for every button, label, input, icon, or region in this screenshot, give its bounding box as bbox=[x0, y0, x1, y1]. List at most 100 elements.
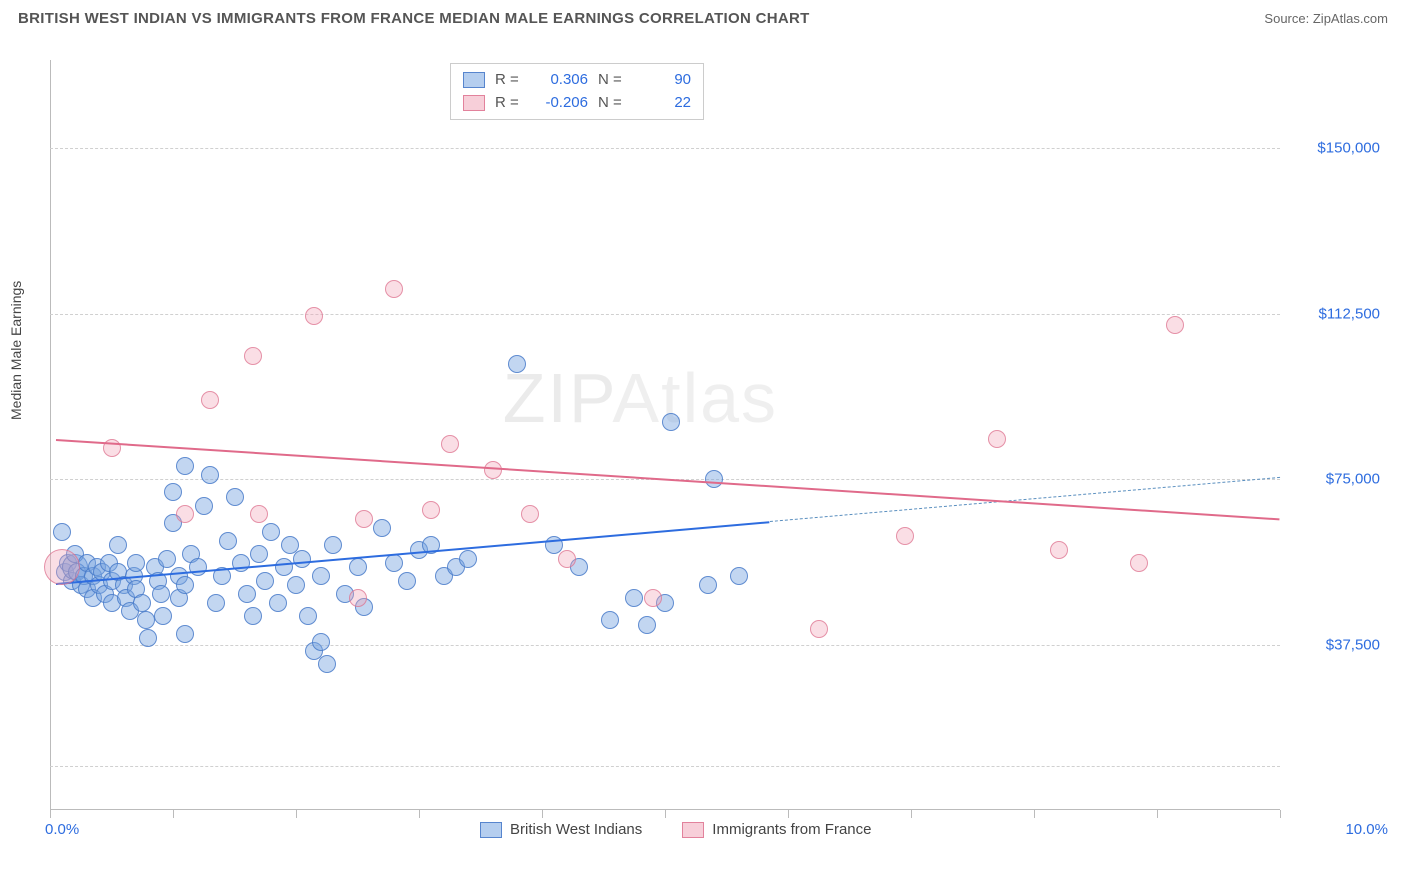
gridline bbox=[50, 645, 1280, 646]
watermark: ZIPAtlas bbox=[503, 358, 778, 438]
data-point bbox=[201, 391, 219, 409]
legend-r-value: 0.306 bbox=[533, 69, 588, 92]
data-point bbox=[207, 594, 225, 612]
watermark-part2: Atlas bbox=[612, 359, 778, 437]
data-point bbox=[158, 550, 176, 568]
y-axis-label: Median Male Earnings bbox=[8, 281, 24, 420]
legend-r-label: R = bbox=[495, 69, 523, 92]
data-point bbox=[373, 519, 391, 537]
x-tick bbox=[1034, 810, 1035, 818]
data-point bbox=[219, 532, 237, 550]
legend-n-value: 22 bbox=[636, 92, 691, 115]
data-point bbox=[1050, 541, 1068, 559]
x-tick bbox=[419, 810, 420, 818]
series-legend: British West Indians Immigrants from Fran… bbox=[480, 821, 871, 838]
data-point bbox=[154, 607, 172, 625]
data-point bbox=[226, 488, 244, 506]
x-min-label: 0.0% bbox=[45, 821, 79, 838]
data-point bbox=[730, 567, 748, 585]
y-tick-label: $37,500 bbox=[1290, 636, 1380, 653]
data-point bbox=[355, 510, 373, 528]
data-point bbox=[810, 620, 828, 638]
legend-r-value: -0.206 bbox=[533, 92, 588, 115]
data-point bbox=[625, 589, 643, 607]
data-point bbox=[133, 594, 151, 612]
x-tick bbox=[788, 810, 789, 818]
legend-swatch bbox=[682, 822, 704, 838]
data-point bbox=[244, 347, 262, 365]
y-tick-label: $150,000 bbox=[1290, 140, 1380, 157]
data-point bbox=[287, 576, 305, 594]
data-point bbox=[244, 607, 262, 625]
x-tick bbox=[911, 810, 912, 818]
gridline bbox=[50, 314, 1280, 315]
data-point bbox=[195, 497, 213, 515]
data-point bbox=[238, 585, 256, 603]
data-point bbox=[137, 611, 155, 629]
data-point bbox=[250, 505, 268, 523]
y-tick-label: $112,500 bbox=[1290, 305, 1380, 322]
legend-label: British West Indians bbox=[510, 821, 642, 838]
legend-item: Immigrants from France bbox=[682, 821, 871, 838]
x-tick bbox=[1157, 810, 1158, 818]
x-max-label: 10.0% bbox=[1345, 821, 1388, 838]
x-tick bbox=[296, 810, 297, 818]
data-point bbox=[324, 536, 342, 554]
legend-n-label: N = bbox=[598, 69, 626, 92]
chart-title: BRITISH WEST INDIAN VS IMMIGRANTS FROM F… bbox=[18, 10, 810, 27]
data-point bbox=[176, 576, 194, 594]
data-point bbox=[299, 607, 317, 625]
x-tick bbox=[542, 810, 543, 818]
legend-item: British West Indians bbox=[480, 821, 642, 838]
data-point bbox=[398, 572, 416, 590]
legend-r-label: R = bbox=[495, 92, 523, 115]
data-point bbox=[312, 567, 330, 585]
legend-n-value: 90 bbox=[636, 69, 691, 92]
data-point bbox=[53, 523, 71, 541]
data-point bbox=[189, 558, 207, 576]
data-point bbox=[176, 625, 194, 643]
data-point bbox=[601, 611, 619, 629]
data-point bbox=[385, 554, 403, 572]
x-tick bbox=[665, 810, 666, 818]
data-point bbox=[1130, 554, 1148, 572]
data-point bbox=[44, 549, 80, 585]
legend-row: R = 0.306 N = 90 bbox=[463, 69, 691, 92]
data-point bbox=[127, 554, 145, 572]
data-point bbox=[152, 585, 170, 603]
data-point bbox=[638, 616, 656, 634]
data-point bbox=[459, 550, 477, 568]
data-point bbox=[662, 413, 680, 431]
chart-header: BRITISH WEST INDIAN VS IMMIGRANTS FROM F… bbox=[0, 0, 1406, 33]
data-point bbox=[312, 633, 330, 651]
data-point bbox=[349, 589, 367, 607]
y-axis-line bbox=[50, 60, 51, 810]
data-point bbox=[705, 470, 723, 488]
data-point bbox=[318, 655, 336, 673]
legend-row: R = -0.206 N = 22 bbox=[463, 92, 691, 115]
trend-line bbox=[769, 477, 1280, 523]
data-point bbox=[176, 457, 194, 475]
data-point bbox=[269, 594, 287, 612]
data-point bbox=[250, 545, 268, 563]
data-point bbox=[508, 355, 526, 373]
y-tick-label: $75,000 bbox=[1290, 471, 1380, 488]
trend-line bbox=[56, 439, 1280, 521]
data-point bbox=[201, 466, 219, 484]
data-point bbox=[349, 558, 367, 576]
data-point bbox=[988, 430, 1006, 448]
source-attribution: Source: ZipAtlas.com bbox=[1264, 11, 1388, 26]
data-point bbox=[484, 461, 502, 479]
chart-plot-area: ZIPAtlas R =0.306N =90R =-0.206N =22 Bri… bbox=[50, 60, 1280, 810]
data-point bbox=[521, 505, 539, 523]
gridline bbox=[50, 148, 1280, 149]
data-point bbox=[422, 501, 440, 519]
data-point bbox=[164, 483, 182, 501]
correlation-legend: R = 0.306 N = 90 R = -0.206 N = 22 bbox=[450, 63, 704, 120]
x-tick bbox=[50, 810, 51, 818]
legend-n-label: N = bbox=[598, 92, 626, 115]
data-point bbox=[139, 629, 157, 647]
data-point bbox=[441, 435, 459, 453]
legend-swatch bbox=[463, 95, 485, 111]
data-point bbox=[699, 576, 717, 594]
